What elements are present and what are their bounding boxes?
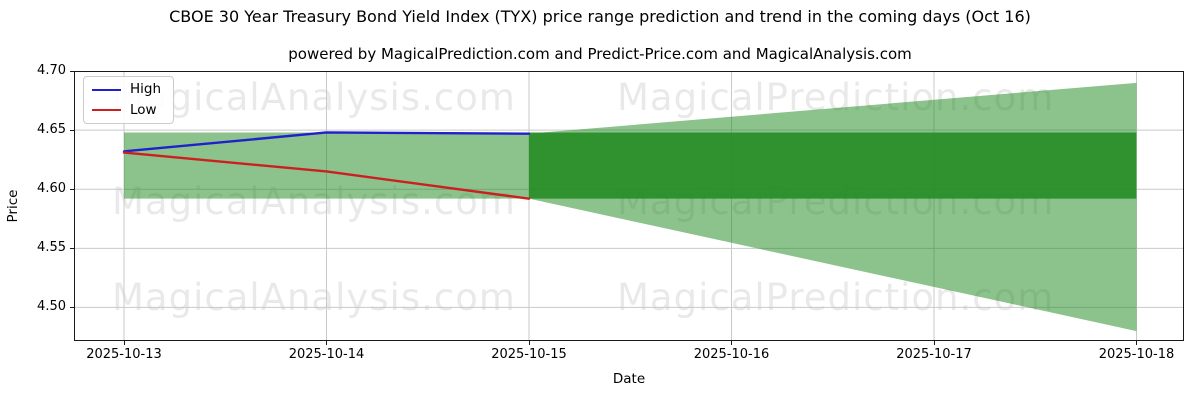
chart-subtitle: powered by MagicalPrediction.com and Pre… [288, 45, 912, 63]
y-tick-mark [70, 247, 74, 249]
x-tick-label: 2025-10-13 [86, 347, 162, 362]
y-tick-label: 4.50 [37, 299, 66, 315]
forecast-range-wide-band [529, 82, 1137, 332]
y-tick-mark [70, 188, 74, 190]
y-tick-mark [70, 306, 74, 308]
historical-range-band [124, 132, 529, 199]
x-tick-mark [123, 341, 125, 345]
forecast-range-core-band [529, 132, 1137, 199]
legend-label-high: High [130, 81, 162, 97]
axes-spines [74, 71, 1184, 341]
high-line [122, 131, 531, 153]
x-axis-label: Date [612, 371, 646, 387]
x-tick-mark [933, 341, 935, 345]
x-tick-mark [326, 341, 327, 345]
y-tick-mark [70, 70, 74, 72]
x-tick-label: 2025-10-14 [288, 347, 365, 362]
legend-label-low: Low [130, 101, 157, 118]
low-line [122, 151, 531, 200]
y-tick-label: 4.65 [37, 122, 66, 138]
high-line-swatch [92, 88, 121, 91]
watermark-analysis: MagicalAnalysis.com [112, 76, 516, 119]
x-tick-mark [1136, 341, 1137, 345]
y-tick-mark [70, 129, 74, 131]
y-tick-label: 4.60 [37, 181, 66, 197]
x-tick-mark [528, 341, 530, 345]
x-tick-label: 2025-10-15 [491, 347, 567, 362]
watermark-analysis: MagicalAnalysis.com [112, 276, 516, 319]
legend: High Low [83, 76, 175, 124]
x-tick-label: 2025-10-16 [693, 347, 770, 362]
plot-area: MagicalAnalysis.com MagicalPrediction.com… [74, 71, 1184, 341]
x-tick-mark [731, 341, 732, 345]
x-tick-label: 2025-10-18 [1098, 347, 1175, 362]
y-tick-label: 4.70 [37, 63, 66, 78]
low-line-swatch [92, 109, 121, 112]
x-tick-label: 2025-10-17 [896, 347, 972, 362]
legend-entry-high: High [92, 81, 162, 97]
chart-canvas [74, 71, 1184, 341]
chart-title: CBOE 30 Year Treasury Bond Yield Index (… [169, 7, 1031, 26]
y-tick-label: 4.55 [37, 240, 66, 256]
legend-entry-low: Low [92, 101, 161, 118]
